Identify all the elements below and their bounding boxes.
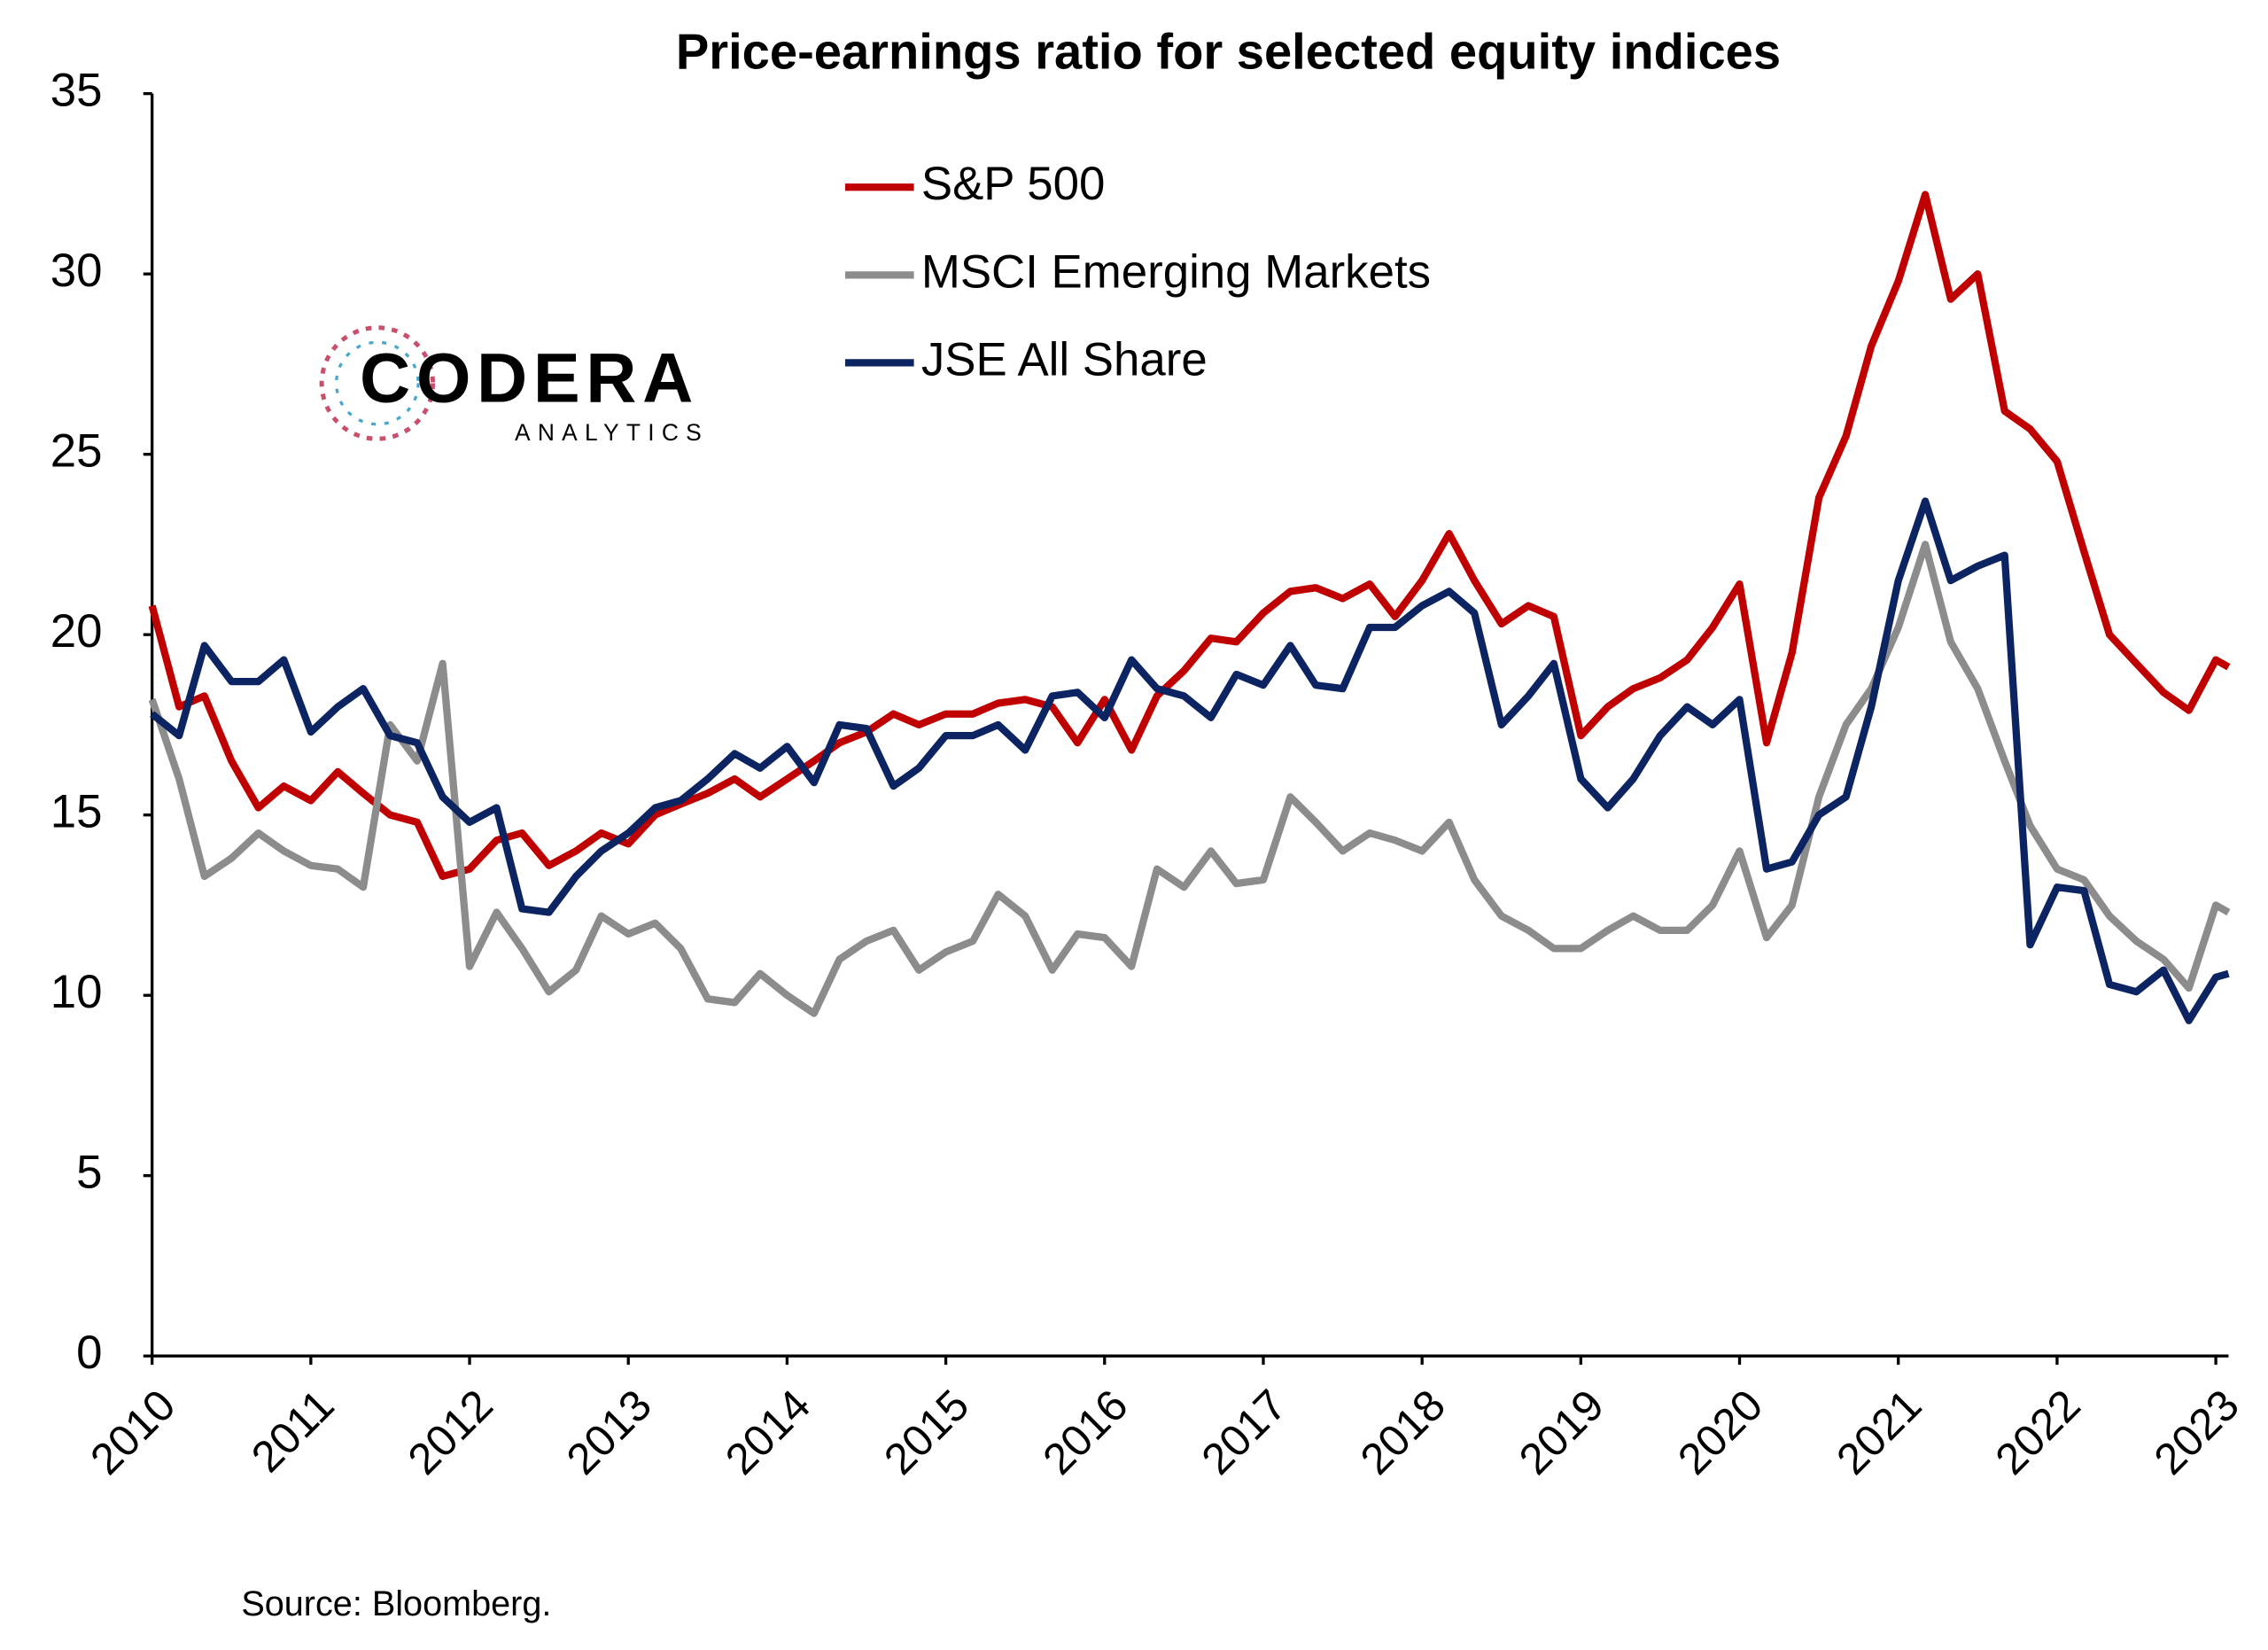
logo-ring xyxy=(334,340,420,426)
x-tick-label: 2014 xyxy=(716,1381,819,1484)
y-tick-label: 0 xyxy=(76,1327,102,1379)
x-tick-label: 2012 xyxy=(399,1381,502,1484)
logo-name: CODERA xyxy=(360,338,699,416)
logo-tagline: ANALYTICS xyxy=(515,419,709,446)
y-tick-label: 25 xyxy=(50,425,103,478)
series-line xyxy=(150,497,2230,1024)
y-tick-label: 5 xyxy=(76,1147,102,1199)
legend-label: S&P 500 xyxy=(921,158,1106,210)
logo: CODERA ANALYTICS xyxy=(319,325,709,446)
x-tick-label: 2013 xyxy=(557,1381,661,1484)
x-tick-label: 2010 xyxy=(82,1381,185,1484)
y-tick-label: 30 xyxy=(50,245,103,297)
y-tick-label: 20 xyxy=(50,605,103,658)
logo-ring xyxy=(319,325,436,441)
y-tick-label: 10 xyxy=(50,966,103,1018)
x-tick-label: 2018 xyxy=(1351,1381,1455,1484)
y-tick-label: 35 xyxy=(50,65,103,117)
x-tick-label: 2021 xyxy=(1828,1381,1931,1484)
source-note: Source: Bloomberg. xyxy=(241,1584,551,1623)
x-tick-label: 2019 xyxy=(1510,1381,1613,1484)
x-tick-label: 2023 xyxy=(2145,1381,2249,1484)
x-tick-label: 2017 xyxy=(1192,1381,1296,1484)
chart-title: Price-earnings ratio for selected equity… xyxy=(676,24,1781,80)
x-tick-label: 2016 xyxy=(1034,1381,1138,1484)
x-tick-label: 2022 xyxy=(1986,1381,2090,1484)
x-tick-label: 2020 xyxy=(1669,1381,1773,1484)
x-tick-label: 2011 xyxy=(243,1381,344,1482)
y-tick-label: 15 xyxy=(50,786,103,838)
series-line xyxy=(148,541,2231,1017)
legend-label: MSCI Emerging Markets xyxy=(921,245,1431,298)
legend-label: JSE All Share xyxy=(921,333,1208,385)
x-tick-label: 2015 xyxy=(875,1381,979,1484)
